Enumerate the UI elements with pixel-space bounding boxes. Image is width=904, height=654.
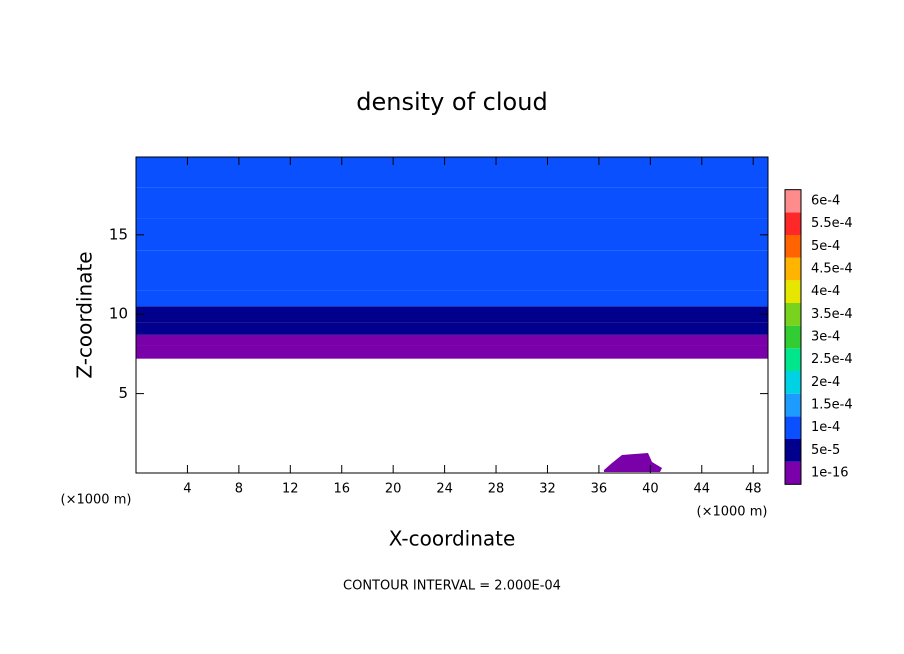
x-tick-label: 48 [745,482,762,497]
y-tick-label: 10 [109,305,128,323]
x-tick-label: 20 [385,482,402,497]
colorbar-box [785,235,801,258]
colorbar-frame [784,189,802,485]
y-unit: (×1000 m) [61,493,132,508]
contour-band [136,322,768,335]
x-tick-label: 32 [539,482,556,497]
contour-band [136,345,768,359]
x-axis-label: X-coordinate [389,527,516,551]
colorbar-label: 4.5e-4 [811,262,853,277]
plot-frame [135,156,769,474]
x-unit: (×1000 m) [697,505,768,520]
contour-band [136,250,768,291]
colorbar-box [785,303,801,326]
colorbar-box [785,416,801,439]
colorbar-label: 6e-4 [811,194,840,209]
colorbar-label: 1.5e-4 [811,398,853,413]
colorbar-box [785,325,801,349]
colorbar-label: 1e-16 [811,466,849,481]
colorbar-label: 2.5e-4 [811,352,853,367]
y-tick-label: 15 [109,225,128,243]
x-tick-label: 8 [235,482,243,497]
colorbar-box [785,439,801,462]
chart-title: density of cloud [356,88,547,116]
contour-interval-note: CONTOUR INTERVAL = 2.000E-04 [343,579,561,594]
x-tick-label: 36 [591,482,608,497]
contour-band [136,218,768,251]
colorbar-box [785,393,801,417]
x-tick-label: 28 [488,482,505,497]
colorbar-label: 3.5e-4 [811,307,853,322]
colorbar-label: 1e-4 [811,420,840,435]
colorbar-box [785,212,801,235]
x-tick-label: 12 [282,482,299,497]
x-tick-label: 16 [333,482,350,497]
y-tick-label: 5 [118,384,128,402]
colorbar-box [785,189,801,213]
colorbar-label: 4e-4 [811,284,840,299]
colorbar-box [785,280,801,303]
contour-band [136,306,768,323]
colorbar-box [785,348,801,371]
colorbar-label: 2e-4 [811,375,840,390]
colorbar-box [785,461,801,485]
colorbar-label: 3e-4 [811,330,840,345]
contour-band [136,157,768,188]
y-axis-label: Z-coordinate [73,251,97,378]
cloud-patch [604,453,662,472]
x-tick-label: 44 [694,482,711,497]
colorbar-label: 5.5e-4 [811,216,853,231]
colorbar-box [785,371,801,394]
x-tick-label: 4 [183,482,191,497]
colorbar-label: 5e-4 [811,239,840,254]
colorbar-label: 5e-5 [811,443,840,458]
x-tick-label: 40 [642,482,659,497]
contour-band [136,187,768,219]
x-tick-label: 24 [436,482,453,497]
colorbar-box [785,257,801,281]
contour-band [136,334,768,346]
contour-band [136,290,768,307]
